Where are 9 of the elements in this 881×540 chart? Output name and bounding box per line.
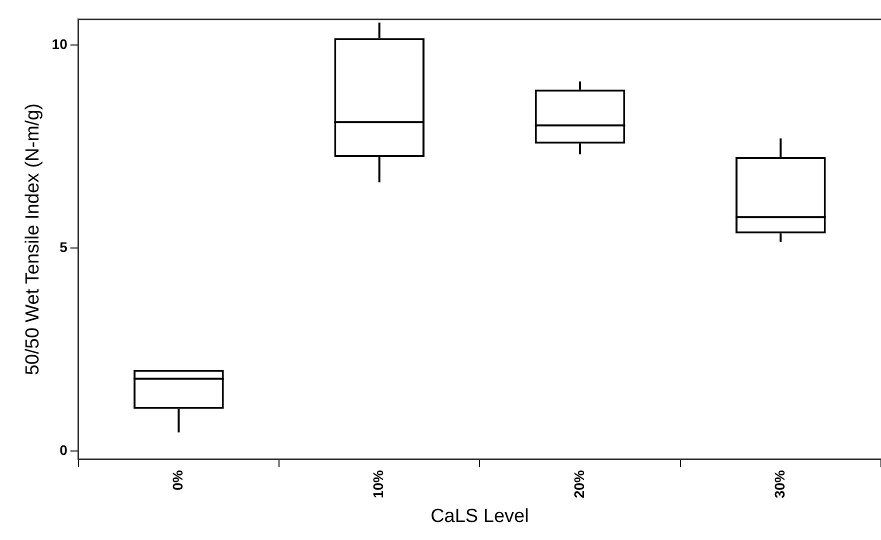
x-tick-label: 20% — [570, 470, 587, 498]
y-tick-label: 0 — [60, 442, 68, 458]
y-tick-label: 5 — [60, 238, 68, 255]
y-axis-title: 50/50 Wet Tensile Index (N-m/g) — [22, 103, 44, 376]
x-tick-label: 10% — [370, 470, 386, 498]
x-axis-title: CaLS Level — [430, 506, 529, 527]
y-tick-label: 10 — [52, 36, 68, 52]
x-tick-label: 30% — [772, 470, 788, 498]
x-tick-label: 0% — [170, 470, 186, 490]
